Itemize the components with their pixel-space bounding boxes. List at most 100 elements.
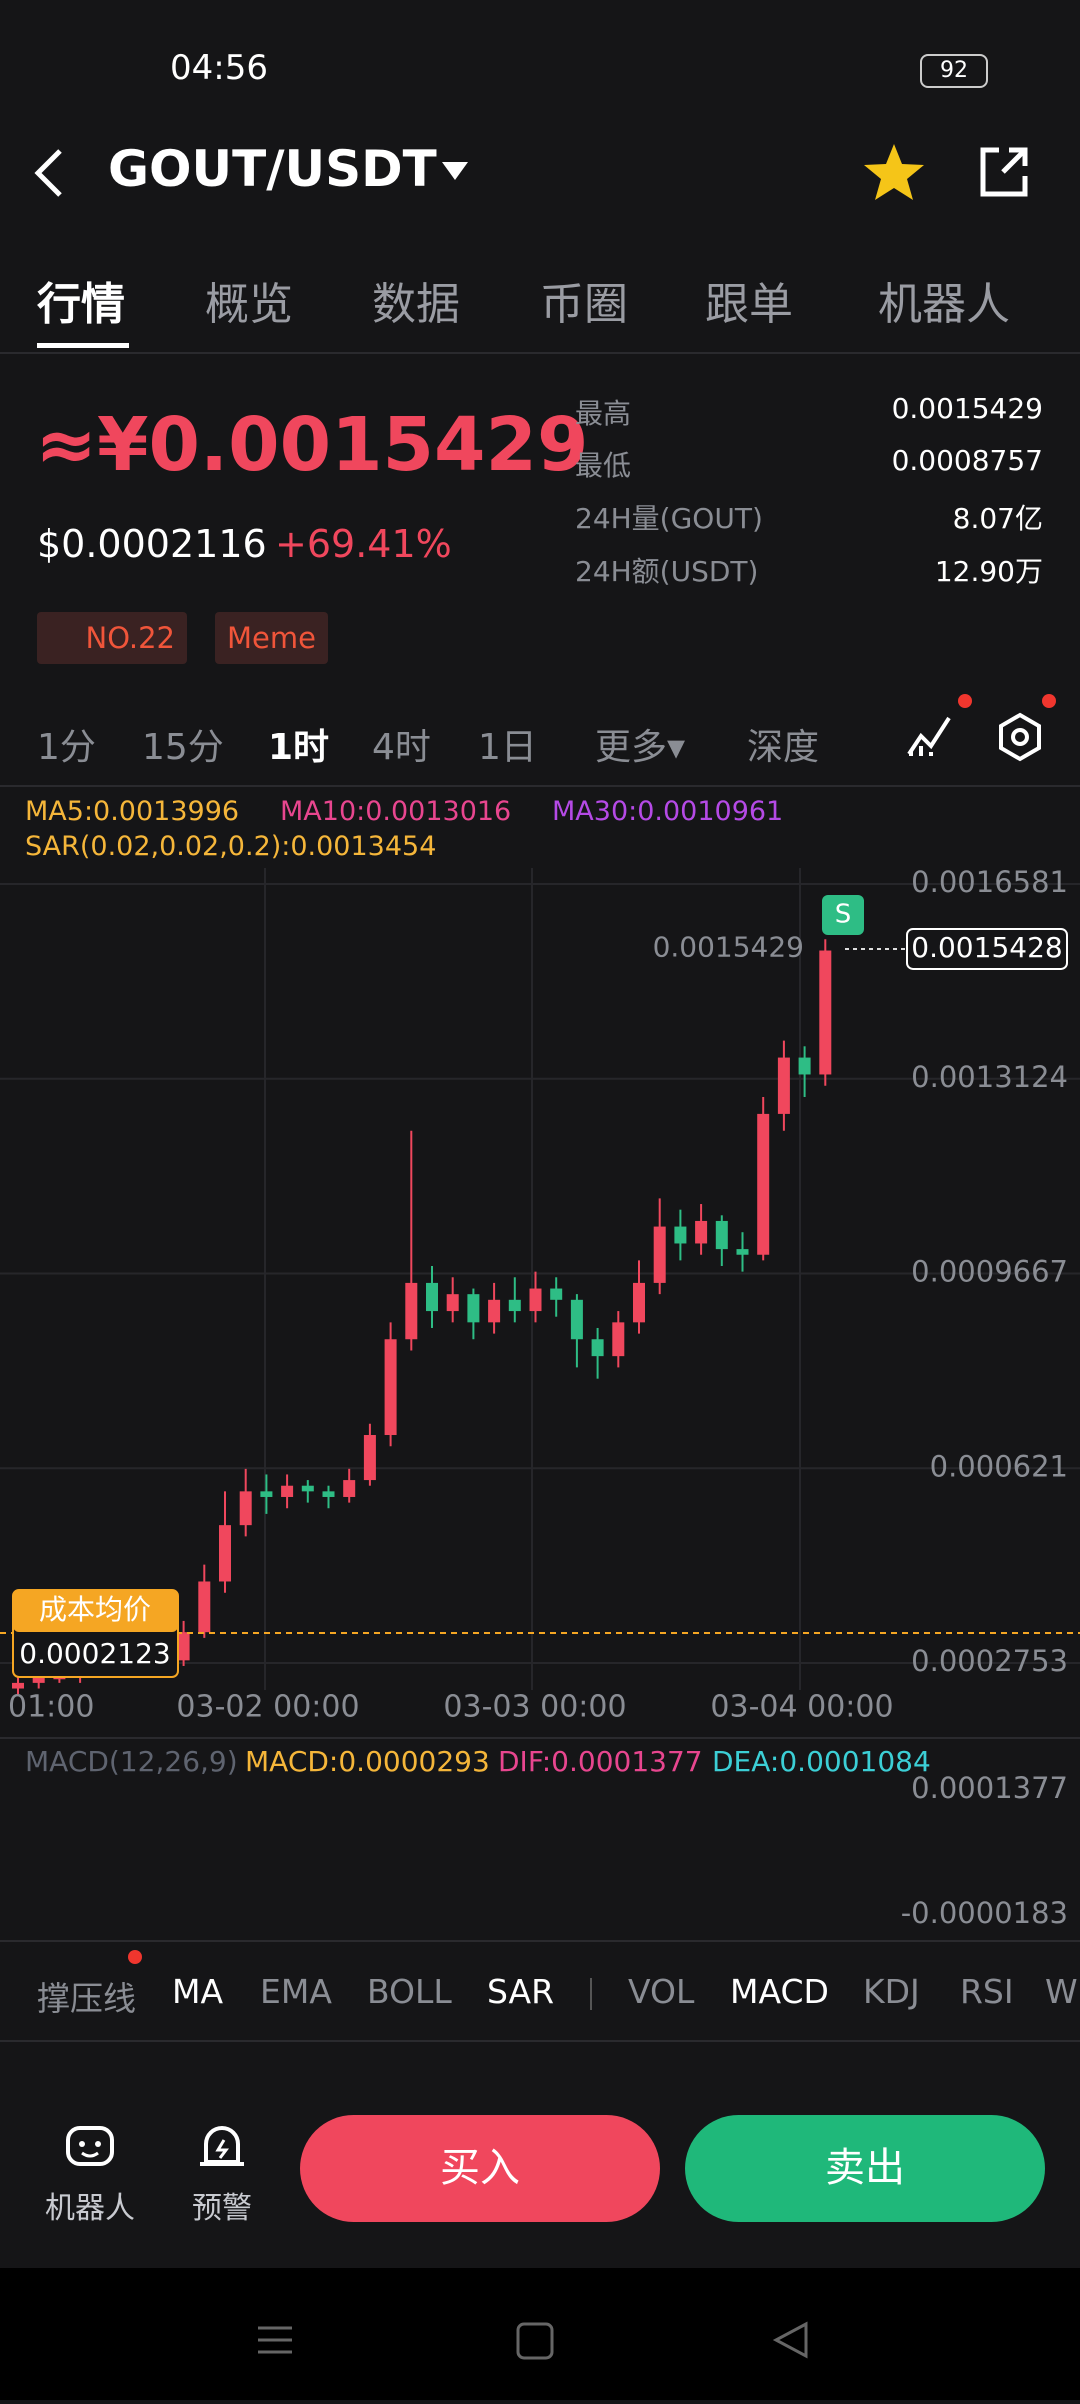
tab[interactable]: 机器人 — [878, 279, 1010, 330]
stat-label: 最低 — [575, 449, 632, 482]
candle-body — [12, 1682, 24, 1689]
dropdown-icon[interactable] — [440, 160, 470, 184]
ma10-label: MA10:0.0013016 — [280, 796, 512, 827]
status-time: 04:56 — [170, 48, 268, 88]
ma5-label: MA5:0.0013996 — [25, 796, 240, 827]
stat-label: 24H额(USDT) — [575, 555, 759, 588]
interval[interactable]: 1时 — [268, 727, 330, 768]
candle-body — [715, 1220, 728, 1250]
candle-body — [384, 1339, 397, 1436]
macd-title: MACD(12,26,9) — [25, 1745, 238, 1778]
tab[interactable]: 概览 — [205, 279, 293, 330]
price-cny: ≈¥0.0015429 — [35, 402, 589, 488]
stat-label: 最高 — [575, 397, 632, 430]
indicator-tab[interactable]: EMA — [260, 1972, 332, 2011]
stat-value: 0.0015429 — [891, 392, 1043, 425]
candle-body — [198, 1581, 211, 1633]
macd-value: MACD:0.0000293 — [245, 1745, 490, 1778]
alert-label[interactable]: 预警 — [192, 2191, 252, 2226]
interval[interactable]: 更多▾ — [595, 727, 686, 768]
buy-button[interactable]: 买入 — [300, 2115, 660, 2222]
notification-dot — [1042, 694, 1056, 708]
candle-body — [550, 1288, 563, 1300]
high-label: 0.0015429 — [653, 931, 804, 964]
robot-icon[interactable] — [62, 2118, 118, 2170]
candle-body — [53, 1677, 66, 1680]
y-tick-label: 0.0002753 — [911, 1644, 1068, 1678]
chart-type-icon[interactable] — [905, 710, 955, 760]
tab[interactable]: 行情 — [37, 279, 125, 330]
last-price-label: 0.0015428 — [911, 931, 1062, 964]
signal-badge — [822, 895, 864, 935]
indicator-tab[interactable]: KDJ — [863, 1972, 920, 2011]
candle-body — [260, 1491, 273, 1497]
candle-body — [32, 1677, 45, 1683]
interval[interactable]: 4时 — [372, 727, 431, 768]
interval[interactable]: 15分 — [142, 727, 224, 768]
tab[interactable]: 币圈 — [540, 279, 628, 330]
candle-body — [405, 1282, 418, 1340]
candle-body — [343, 1480, 356, 1497]
ma30-label: MA30:0.0010961 — [552, 796, 784, 827]
tab[interactable]: 跟单 — [705, 279, 793, 330]
candle-body — [591, 1339, 604, 1357]
candle-body — [674, 1226, 687, 1244]
sell-button[interactable]: 卖出 — [685, 2115, 1045, 2222]
signal-label: S — [835, 900, 852, 930]
alert-icon[interactable] — [196, 2118, 248, 2170]
divider — [0, 2040, 1080, 2042]
indicator-tab[interactable]: 撑压线 — [37, 1979, 136, 2018]
favorite-star[interactable] — [862, 140, 926, 204]
indicator-tab[interactable]: SAR — [487, 1972, 555, 2011]
tab[interactable]: 数据 — [372, 279, 460, 330]
indicator-tab[interactable]: W — [1045, 1972, 1078, 2011]
candle-body — [570, 1299, 583, 1340]
indicator-tab[interactable]: MA — [172, 1972, 224, 2011]
candle-body — [695, 1220, 708, 1244]
settings-icon[interactable] — [995, 712, 1045, 762]
dif-value: DIF:0.0001377 — [498, 1745, 703, 1778]
price-usd: $0.0002116 — [37, 522, 267, 566]
notification-dot — [128, 1950, 142, 1964]
sar-label: SAR(0.02,0.02,0.2):0.0013454 — [25, 831, 437, 862]
candle-body — [653, 1226, 666, 1283]
candle-body — [777, 1057, 790, 1114]
notification-dot — [958, 694, 972, 708]
interval[interactable]: 1日 — [478, 727, 537, 768]
candle-body — [633, 1282, 645, 1323]
indicator-tab[interactable]: RSI — [960, 1972, 1014, 2011]
last-price-box — [906, 927, 1068, 970]
candle-body — [488, 1299, 501, 1323]
indicator-tab[interactable]: BOLL — [367, 1972, 452, 2011]
stat-value: 0.0008757 — [891, 444, 1043, 477]
dea-value: DEA:0.0001084 — [712, 1745, 931, 1778]
interval[interactable]: 1分 — [37, 727, 96, 768]
y-tick-label: 0.0016581 — [911, 865, 1068, 899]
macd-tick-label: 0.0001377 — [911, 1771, 1068, 1805]
y-tick-label: 0.000621 — [930, 1449, 1068, 1483]
nav-bar — [0, 2268, 1080, 2400]
back-button[interactable] — [30, 145, 70, 201]
candle-body — [508, 1299, 521, 1312]
indicator-tab[interactable]: VOL — [628, 1972, 695, 2011]
divider — [0, 352, 1080, 354]
candle-body — [467, 1294, 480, 1323]
candle-body — [239, 1491, 252, 1526]
stat-label: 24H量(GOUT) — [575, 502, 763, 535]
cost-header — [13, 1590, 178, 1632]
cost-label: 成本均价 — [39, 1593, 151, 1626]
price-change: +69.41% — [275, 522, 452, 566]
interval[interactable]: 深度 — [747, 727, 820, 768]
pair-title[interactable]: GOUT/USDT — [108, 140, 437, 198]
candle-body — [177, 1632, 190, 1661]
x-tick-label: 03-03 00:00 — [443, 1690, 626, 1725]
indicator-tab[interactable]: MACD — [730, 1972, 829, 2011]
candle-body — [322, 1491, 335, 1497]
x-tick-label: 03-02 00:00 — [176, 1690, 359, 1725]
candle-body — [757, 1113, 770, 1255]
share-icon[interactable] — [975, 144, 1031, 200]
y-tick-label: 0.0009667 — [911, 1255, 1068, 1289]
y-tick-label: 0.0013124 — [911, 1060, 1068, 1094]
robot-label[interactable]: 机器人 — [45, 2191, 135, 2226]
